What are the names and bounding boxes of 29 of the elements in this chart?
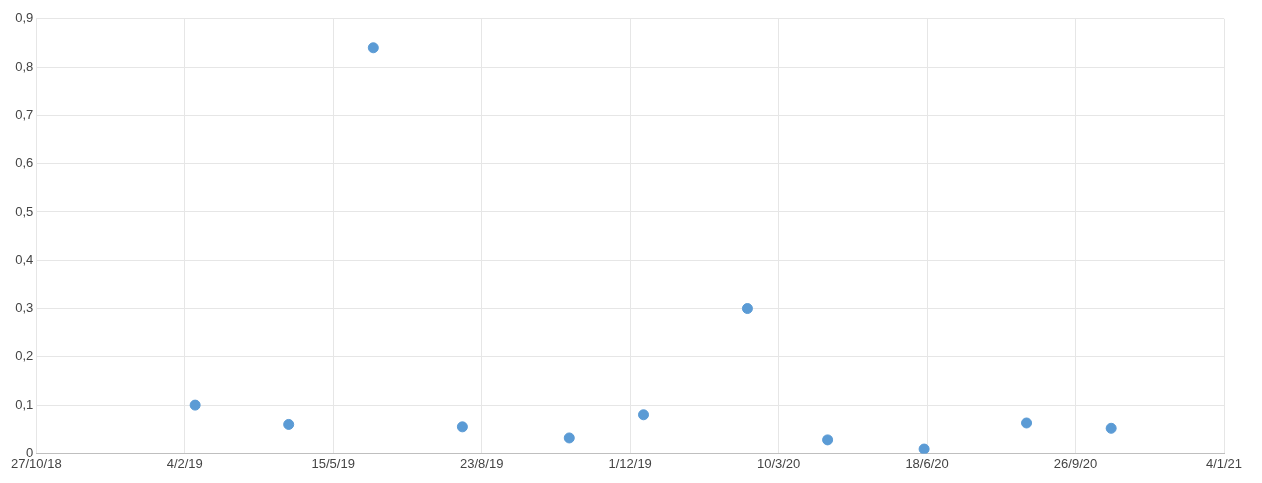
- point: [918, 443, 930, 454]
- x-tick-label: 15/5/19: [311, 455, 355, 471]
- point: [1105, 422, 1117, 434]
- point: [189, 399, 201, 411]
- x-tick-label: 26/9/20: [1053, 455, 1098, 471]
- y-tick-label: 0,1: [15, 396, 34, 412]
- x-tick-label: 23/8/19: [460, 455, 504, 471]
- x-tick-label: 4/1/21: [1205, 455, 1243, 471]
- point: [1021, 417, 1033, 429]
- y-tick-label: 0,5: [15, 203, 34, 219]
- point: [283, 418, 295, 430]
- point: [367, 42, 379, 54]
- y-tick-label: 0,7: [15, 106, 34, 122]
- y-tick-label: 0,6: [15, 155, 34, 171]
- x-tick-label: 1/12/19: [608, 455, 652, 471]
- y-tick-label: 0,4: [15, 251, 34, 267]
- point: [563, 432, 575, 444]
- point: [638, 409, 650, 421]
- point: [741, 303, 753, 315]
- x-tick-label: 10/3/20: [756, 455, 801, 471]
- point: [456, 421, 468, 433]
- x-tick-label: 4/2/19: [166, 455, 203, 471]
- y-tick-label: 0,8: [15, 58, 34, 74]
- x-tick-label: 18/6/20: [905, 455, 949, 471]
- y-tick-label: 0,3: [15, 300, 34, 316]
- y-tick-label: 0,9: [15, 10, 34, 26]
- y-tick-label: 0: [26, 444, 34, 460]
- point: [822, 434, 834, 446]
- y-tick-label: 0,2: [15, 348, 34, 364]
